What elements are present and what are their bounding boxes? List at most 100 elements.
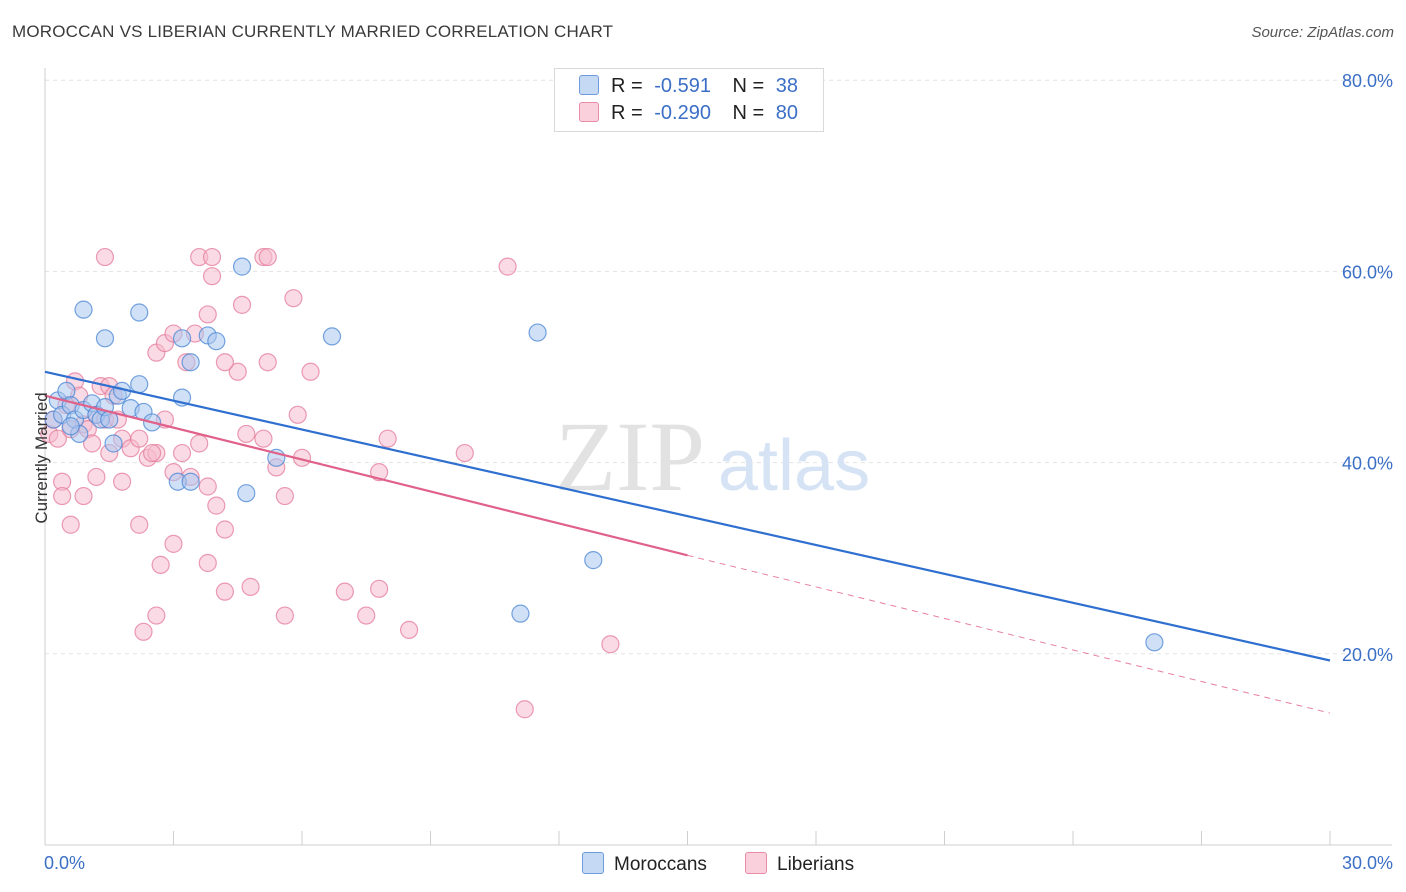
moroccan-point bbox=[130, 375, 149, 394]
liberian-point bbox=[399, 620, 419, 640]
moroccan-point bbox=[181, 472, 200, 491]
legend-n-label-2: N = bbox=[732, 102, 765, 124]
liberian-point bbox=[164, 534, 183, 553]
liberian-point bbox=[147, 606, 166, 625]
bottom-legend-moroccans: Moroccans bbox=[582, 852, 707, 876]
liberian-point bbox=[202, 267, 222, 286]
moroccan-point bbox=[1145, 633, 1164, 652]
source-label: Source: ZipAtlas.com bbox=[1251, 24, 1394, 41]
trend-lines bbox=[44, 370, 1331, 714]
bottom-legend-liberians-label: Liberians bbox=[777, 854, 855, 875]
y-tick-label: 20.0% bbox=[1342, 645, 1393, 665]
y-tick-label: 80.0% bbox=[1342, 71, 1393, 91]
chart-title: MOROCCAN VS LIBERIAN CURRENTLY MARRIED C… bbox=[12, 22, 614, 41]
moroccan-point bbox=[322, 327, 342, 346]
liberian-point bbox=[275, 606, 294, 625]
x-tick-label-max: 30.0% bbox=[1342, 853, 1393, 873]
liberian-point bbox=[515, 700, 534, 719]
data-points bbox=[40, 247, 1164, 719]
liberian-point bbox=[95, 247, 115, 267]
liberian-point bbox=[215, 353, 234, 372]
bottom-liberians-swatch bbox=[745, 852, 767, 874]
liberian-point bbox=[258, 353, 277, 372]
moroccan-point bbox=[181, 353, 200, 372]
liberian-point bbox=[601, 635, 620, 654]
watermark-atlas: atlas bbox=[718, 426, 870, 506]
moroccan-point bbox=[95, 329, 115, 348]
liberian-point bbox=[455, 443, 474, 463]
legend-n-value-1: 38 bbox=[775, 75, 799, 97]
moroccans-swatch bbox=[579, 75, 599, 95]
legend-r-value-2: -0.290 bbox=[654, 102, 711, 124]
liberian-point bbox=[48, 429, 67, 448]
moroccan-point bbox=[207, 332, 226, 351]
bottom-moroccans-swatch bbox=[582, 852, 604, 874]
liberian-point bbox=[151, 555, 170, 574]
liberian-point bbox=[74, 486, 93, 506]
liberian-point bbox=[284, 289, 303, 308]
legend-n-label-1: N = bbox=[732, 75, 765, 97]
moroccan-point bbox=[511, 604, 530, 623]
grid-lines bbox=[45, 79, 1392, 655]
liberian-point bbox=[130, 429, 149, 448]
liberian-point bbox=[87, 467, 106, 487]
axes bbox=[44, 68, 1392, 846]
moroccan-point bbox=[237, 484, 256, 503]
liberian-point bbox=[215, 582, 234, 601]
liberians-trend-extension bbox=[687, 554, 1331, 714]
bottom-legend-moroccans-label: Moroccans bbox=[614, 854, 707, 875]
liberian-point bbox=[83, 434, 102, 453]
liberian-point bbox=[370, 463, 389, 482]
liberian-point bbox=[301, 362, 320, 381]
legend-n-value-2: 80 bbox=[775, 102, 799, 124]
liberian-point bbox=[215, 520, 234, 539]
x-tick-label-min: 0.0% bbox=[44, 853, 85, 873]
moroccan-point bbox=[104, 434, 123, 453]
liberian-point bbox=[53, 486, 72, 506]
liberian-point bbox=[288, 405, 307, 424]
liberian-point bbox=[190, 434, 209, 453]
liberian-point bbox=[335, 582, 354, 601]
moroccan-point bbox=[528, 323, 547, 342]
moroccan-point bbox=[232, 257, 252, 276]
liberians-swatch bbox=[579, 102, 599, 122]
liberians-trend-line bbox=[44, 394, 688, 557]
liberian-point bbox=[202, 247, 222, 267]
bottom-legend-liberians: Liberians bbox=[745, 852, 854, 876]
legend-r-label-1: R = bbox=[611, 75, 643, 97]
liberian-point bbox=[232, 295, 252, 314]
liberian-point bbox=[258, 247, 277, 267]
tick-labels: 20.0% 40.0% 60.0% 80.0% 0.0% 30.0% bbox=[44, 71, 1393, 873]
liberian-point bbox=[134, 622, 153, 641]
liberian-point bbox=[378, 429, 397, 448]
watermark-zip: ZIP bbox=[555, 401, 705, 512]
liberian-point bbox=[112, 472, 132, 491]
liberian-point bbox=[237, 424, 256, 444]
y-tick-label: 40.0% bbox=[1342, 454, 1393, 474]
liberian-point bbox=[357, 606, 376, 625]
liberian-point bbox=[198, 305, 217, 324]
liberian-point bbox=[275, 486, 294, 506]
liberian-point bbox=[198, 477, 217, 496]
liberian-point bbox=[370, 579, 389, 598]
moroccan-point bbox=[61, 417, 80, 436]
moroccans-trend-line bbox=[44, 370, 1331, 662]
liberian-point bbox=[228, 362, 247, 381]
moroccan-point bbox=[584, 551, 603, 570]
liberian-point bbox=[198, 553, 217, 573]
liberian-point bbox=[498, 257, 517, 276]
moroccan-point bbox=[172, 329, 192, 348]
stats-legend: R = -0.591 N = 38 R = -0.290 N = 80 bbox=[554, 68, 824, 132]
liberian-point bbox=[254, 429, 273, 448]
liberian-point bbox=[207, 496, 226, 515]
moroccan-point bbox=[130, 303, 149, 322]
moroccan-point bbox=[74, 300, 93, 319]
liberian-point bbox=[142, 443, 162, 463]
liberian-point bbox=[241, 577, 260, 596]
legend-row-moroccans: R = -0.591 N = 38 bbox=[579, 75, 798, 99]
liberian-point bbox=[61, 515, 80, 534]
y-axis-label: Currently Married bbox=[32, 392, 51, 524]
liberian-point bbox=[130, 515, 149, 534]
legend-row-liberians: R = -0.290 N = 80 bbox=[579, 102, 798, 126]
